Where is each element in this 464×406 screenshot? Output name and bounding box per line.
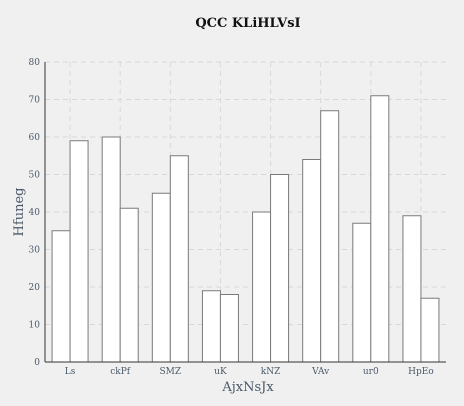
bars — [51, 95, 440, 363]
bar — [69, 140, 89, 363]
chart-title: QCC KLiHLVsI — [195, 16, 300, 31]
x-tick-label: HpEo — [408, 367, 434, 377]
bar — [252, 211, 272, 363]
y-tick-label: 20 — [29, 283, 41, 293]
x-tick-label: kNZ — [261, 367, 281, 377]
bar — [320, 110, 340, 363]
bar — [101, 136, 121, 363]
x-tick-label: ckPf — [110, 367, 131, 377]
y-tick-label: 70 — [29, 96, 41, 106]
x-tick-label: SMZ — [159, 367, 181, 377]
y-tick-label: 80 — [29, 58, 41, 68]
bar — [402, 215, 422, 363]
tick-labels: 0 10 20 30 40 50 60 70 80 Ls ckPf SMZ uK kNZ VAv ur0 HpE… — [29, 58, 434, 377]
x-tick-label: uK — [214, 367, 227, 377]
bar — [151, 192, 171, 363]
x-tick-label: VAv — [311, 367, 330, 377]
y-tick-label: 30 — [29, 246, 41, 256]
bar — [370, 95, 390, 363]
y-tick-label: 0 — [34, 358, 40, 368]
bar — [352, 222, 372, 363]
x-axis-label: AjxNsJx — [221, 380, 274, 395]
y-tick-label: 60 — [29, 133, 41, 143]
y-tick-label: 10 — [29, 321, 41, 331]
bar — [201, 290, 221, 363]
axes — [44, 62, 446, 363]
bar — [119, 207, 139, 363]
x-tick-label: ur0 — [363, 367, 379, 377]
bar — [169, 155, 189, 363]
bar — [420, 297, 440, 363]
x-tick-label: Ls — [65, 367, 76, 377]
bar — [219, 294, 239, 363]
bar — [270, 174, 290, 363]
bar — [302, 159, 322, 363]
bar — [51, 230, 71, 363]
y-tick-label: 40 — [29, 208, 41, 218]
y-axis-label: Hfuneg — [12, 188, 27, 237]
y-tick-label: 50 — [29, 171, 41, 181]
